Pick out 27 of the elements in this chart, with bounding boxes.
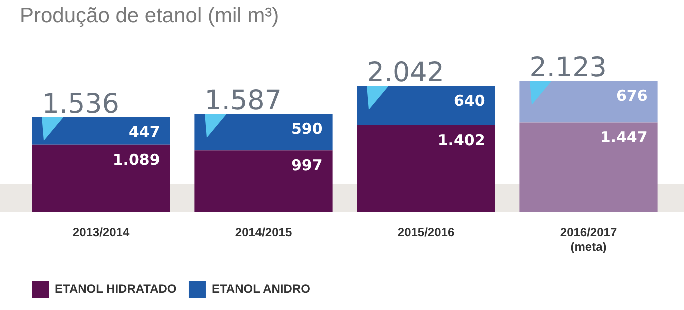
data-label: 447 [129,123,160,142]
x-tick-label: 2014/2015 [235,226,292,240]
data-label: 1.447 [600,128,648,147]
bar [32,144,170,212]
bar [194,114,333,151]
bar [194,150,333,212]
total-label: 1.536 [42,88,120,120]
bar [520,80,658,123]
chart-title: Produção de etanol (mil m³) [20,4,280,28]
bar [357,126,496,212]
total-label: 2.042 [367,57,444,88]
bar [520,122,658,212]
x-tick-label: 2016/2017 (meta) [560,226,618,254]
total-label: 2.123 [530,52,607,84]
data-label: 590 [292,120,323,138]
data-label: 1.089 [112,150,160,169]
legend-label: ETANOL HIDRATADO [55,282,177,296]
legend-label: ETANOL ANIDRO [212,282,310,296]
data-label: 1.402 [438,131,486,150]
total-label: 1.587 [204,86,282,117]
bar [32,117,170,145]
x-tick-label: 2015/2016 [398,226,455,240]
x-tick-label: 2013/2014 [72,226,130,240]
data-label: 640 [454,92,486,110]
bar [357,86,496,126]
data-label: 676 [616,86,648,105]
data-label: 997 [292,156,323,174]
